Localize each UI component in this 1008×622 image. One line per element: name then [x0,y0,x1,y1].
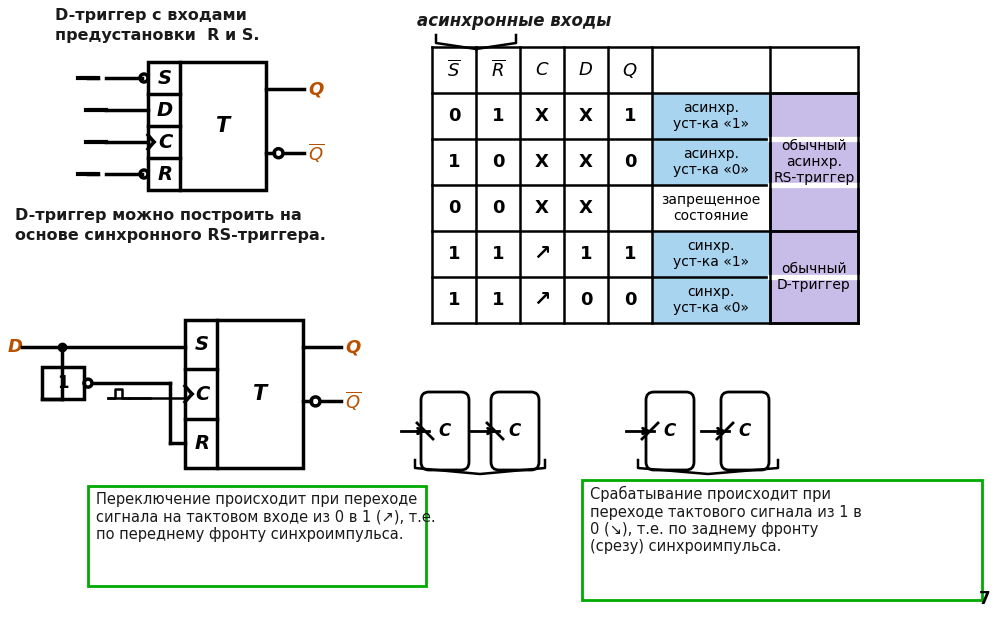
Bar [148,62,266,190]
Text: 1: 1 [492,291,504,309]
Bar [770,277,858,323]
Text: D: D [157,101,173,119]
Bar [582,480,982,600]
Text: C: C [195,384,209,404]
Text: T: T [253,384,267,404]
Text: 0: 0 [580,291,593,309]
Text: Q: Q [308,80,324,98]
Text: 1: 1 [492,107,504,125]
Text: $\overline{S}$: $\overline{S}$ [448,60,461,80]
Text: 0: 0 [492,199,504,217]
Text: 1: 1 [448,291,461,309]
Text: асинхр.
уст-ка «1»: асинхр. уст-ка «1» [673,101,749,131]
Text: D: D [8,338,23,356]
Bar [770,139,858,185]
Text: X: X [535,153,549,171]
Text: R: R [157,164,172,183]
Text: 7: 7 [979,590,990,608]
Text: ↗: ↗ [533,244,550,264]
Bar [652,231,770,277]
Text: Q: Q [345,338,360,356]
Text: Срабатывание происходит при
переходе тактового сигнала из 1 в
0 (↘), т.е. по зад: Срабатывание происходит при переходе так… [590,486,862,554]
Text: 0: 0 [492,153,504,171]
Text: синхр.
уст-ка «0»: синхр. уст-ка «0» [673,285,749,315]
Text: 1: 1 [492,245,504,263]
Bar [88,486,426,586]
Bar [770,93,858,139]
Bar [652,139,770,185]
Text: основе синхронного RS-триггера.: основе синхронного RS-триггера. [15,228,326,243]
Bar [770,231,858,277]
Bar [42,367,84,399]
Text: R: R [195,434,210,453]
Bar [770,185,858,231]
Text: D-триггер с входами: D-триггер с входами [55,8,247,23]
Text: $\overline{Q}$: $\overline{Q}$ [345,390,361,413]
Text: D-триггер можно построить на: D-триггер можно построить на [15,208,301,223]
Text: 1: 1 [448,153,461,171]
Text: 0: 0 [448,107,461,125]
Text: $Q$: $Q$ [622,60,638,80]
Text: X: X [535,107,549,125]
Text: ↗: ↗ [533,290,550,310]
Text: C: C [158,132,172,152]
Text: предустановки  R и S.: предустановки R и S. [55,28,259,43]
Text: 1: 1 [624,107,636,125]
Text: $\overline{R}$: $\overline{R}$ [491,60,505,80]
Text: обычный
асинхр.
RS-триггер: обычный асинхр. RS-триггер [773,139,855,185]
Text: X: X [535,199,549,217]
Text: Переключение происходит при переходе
сигнала на тактовом входе из 0 в 1 (↗), т.е: Переключение происходит при переходе сиг… [96,492,435,542]
Bar [652,277,770,323]
Text: 1: 1 [580,245,593,263]
Text: $\overline{Q}$: $\overline{Q}$ [308,142,325,165]
Text: X: X [579,107,593,125]
Text: запрещенное
состояние: запрещенное состояние [661,193,761,223]
Text: $C$: $C$ [534,61,549,79]
Text: X: X [579,153,593,171]
Text: синхр.
уст-ка «1»: синхр. уст-ка «1» [673,239,749,269]
Text: обычный
D-триггер: обычный D-триггер [777,262,851,292]
Text: 0: 0 [624,291,636,309]
Text: 0: 0 [448,199,461,217]
Bar [185,320,303,468]
Text: C: C [509,422,521,440]
Text: C: C [739,422,751,440]
Text: S: S [195,335,209,354]
Text: C: C [664,422,676,440]
Text: C: C [438,422,452,440]
Text: $D$: $D$ [579,61,594,79]
Text: 1: 1 [57,374,69,392]
Bar [652,93,770,139]
Text: T: T [216,116,230,136]
Text: S: S [158,68,172,88]
Text: 0: 0 [624,153,636,171]
Text: X: X [579,199,593,217]
Text: асинхронные входы: асинхронные входы [417,12,611,30]
Text: асинхр.
уст-ка «0»: асинхр. уст-ка «0» [673,147,749,177]
Text: 1: 1 [448,245,461,263]
Text: 1: 1 [624,245,636,263]
